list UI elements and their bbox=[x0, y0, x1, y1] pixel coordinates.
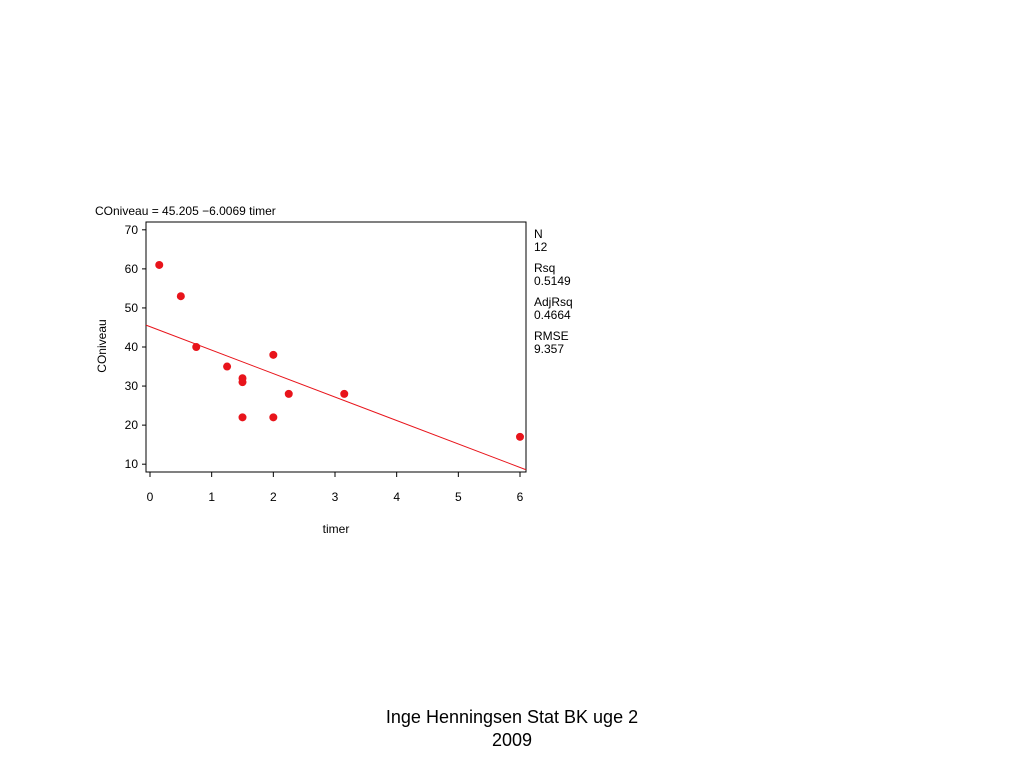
data-points bbox=[155, 260, 524, 441]
stat-value: 9.357 bbox=[534, 342, 564, 356]
data-point bbox=[238, 378, 247, 387]
data-point bbox=[238, 413, 247, 422]
data-point bbox=[284, 389, 293, 398]
data-point bbox=[155, 260, 164, 269]
x-tick-label: 4 bbox=[393, 490, 400, 504]
slide-footer: Inge Henningsen Stat BK uge 2 2009 bbox=[344, 706, 680, 752]
y-tick-label: 50 bbox=[125, 301, 139, 315]
stat-value: 0.4664 bbox=[534, 308, 571, 322]
y-tick-label: 20 bbox=[125, 418, 139, 432]
stat-label: RMSE bbox=[534, 329, 569, 343]
y-tick-label: 40 bbox=[125, 340, 139, 354]
regression-line bbox=[145, 324, 527, 471]
data-point bbox=[176, 292, 185, 301]
footer-line-2: 2009 bbox=[491, 730, 533, 750]
y-tick-label: 60 bbox=[125, 262, 139, 276]
data-point bbox=[223, 362, 232, 371]
x-tick-label: 1 bbox=[208, 490, 215, 504]
footer-line-1: Inge Henningsen Stat BK uge 2 bbox=[385, 707, 639, 727]
y-tick-label: 70 bbox=[125, 223, 139, 237]
stat-label: AdjRsq bbox=[534, 295, 573, 309]
x-tick-label: 6 bbox=[517, 490, 524, 504]
y-axis-label: COniveau bbox=[95, 319, 109, 372]
stat-value: 12 bbox=[534, 240, 548, 254]
stat-label: N bbox=[534, 227, 543, 241]
x-tick-label: 2 bbox=[270, 490, 277, 504]
data-point bbox=[340, 389, 349, 398]
stat-value: 0.5149 bbox=[534, 274, 571, 288]
x-tick-label: 5 bbox=[455, 490, 462, 504]
x-axis-label: timer bbox=[323, 522, 350, 536]
data-point bbox=[516, 432, 524, 441]
data-point bbox=[269, 413, 278, 422]
data-point bbox=[192, 343, 201, 351]
y-tick-label: 30 bbox=[125, 379, 139, 393]
stat-label: Rsq bbox=[534, 261, 555, 275]
x-axis: 0 1 2 3 4 5 6 bbox=[147, 472, 524, 504]
chart-title: COniveau = 45.205 −6.0069 timer bbox=[95, 204, 276, 218]
y-axis: 70 60 50 40 30 20 10 bbox=[125, 223, 146, 471]
y-tick-label: 10 bbox=[125, 457, 139, 471]
data-point bbox=[269, 350, 278, 359]
x-tick-label: 0 bbox=[147, 490, 154, 504]
x-tick-label: 3 bbox=[332, 490, 339, 504]
